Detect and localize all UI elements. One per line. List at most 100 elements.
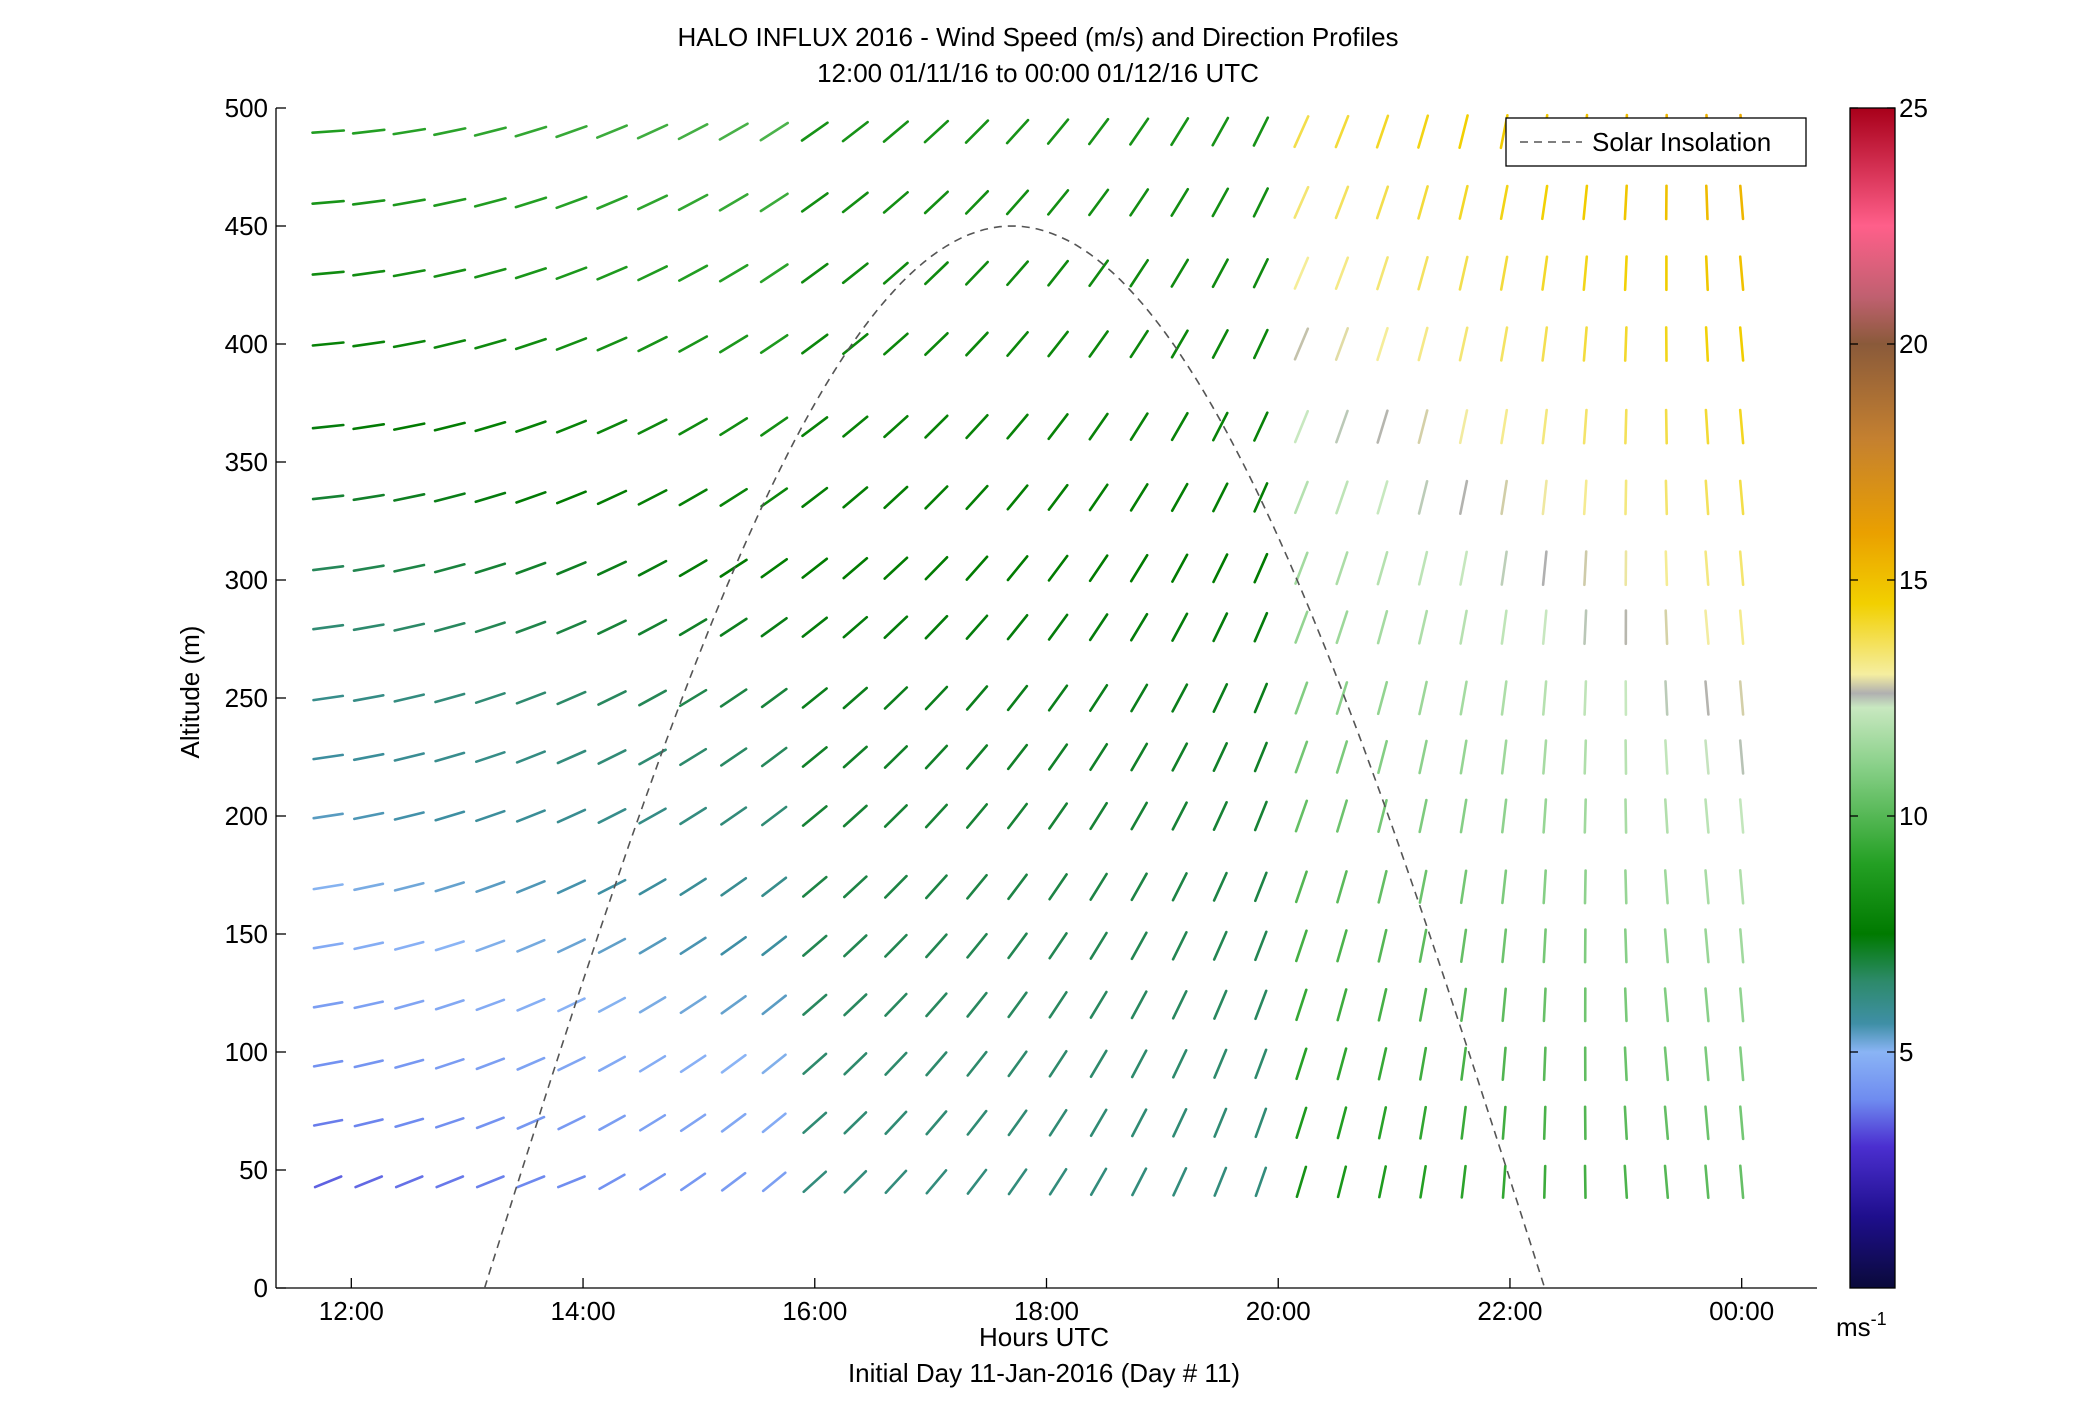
wind-barb xyxy=(1006,802,1028,830)
wind-barb xyxy=(392,269,426,278)
wind-barb xyxy=(1129,553,1149,583)
wind-barb xyxy=(1334,114,1350,149)
wind-barb xyxy=(761,994,788,1016)
wind-barb xyxy=(1170,258,1189,288)
wind-barb xyxy=(883,615,909,640)
wind-barb xyxy=(923,261,949,286)
wind-barb xyxy=(964,190,990,215)
wind-barb xyxy=(514,196,548,209)
wind-barb xyxy=(1501,1105,1507,1140)
wind-barb xyxy=(1007,932,1028,960)
wind-barb xyxy=(719,417,749,437)
wind-barb xyxy=(393,881,425,892)
wind-barb xyxy=(516,997,546,1012)
wind-barb xyxy=(1541,184,1549,221)
wind-barb xyxy=(1376,550,1389,586)
wind-barb xyxy=(353,882,385,892)
wind-barb xyxy=(1583,1164,1587,1199)
wind-barb xyxy=(433,268,467,278)
wind-barb xyxy=(1583,869,1587,905)
wind-barb xyxy=(884,1110,908,1135)
wind-barb xyxy=(1252,116,1270,147)
wind-barb xyxy=(474,267,507,279)
wind-barb xyxy=(1583,609,1588,646)
wind-barb xyxy=(1088,613,1109,642)
wind-barb xyxy=(474,420,507,433)
wind-barb xyxy=(1336,1165,1348,1199)
wind-barb xyxy=(638,807,667,825)
wind-barb xyxy=(1171,553,1189,583)
y-tick-label: 250 xyxy=(225,683,268,713)
wind-barb xyxy=(1254,930,1268,962)
x-tick-label: 14:00 xyxy=(551,1296,616,1326)
wind-barb xyxy=(598,1173,626,1191)
wind-barb xyxy=(842,415,869,438)
y-tick-label: 100 xyxy=(225,1037,268,1067)
wind-barb xyxy=(1089,742,1109,772)
wind-barb xyxy=(557,1115,586,1131)
wind-barb xyxy=(1704,928,1710,964)
wind-barb xyxy=(924,485,949,510)
wind-barb xyxy=(1623,987,1628,1023)
wind-barb xyxy=(1088,188,1110,217)
wind-barb xyxy=(1171,989,1188,1020)
wind-barb xyxy=(1295,1106,1308,1139)
wind-barb xyxy=(351,199,386,206)
wind-barb xyxy=(718,263,749,283)
wind-barb xyxy=(556,561,587,576)
wind-barb xyxy=(394,1117,425,1128)
wind-barb xyxy=(800,192,829,213)
wind-barb xyxy=(1418,609,1429,645)
wind-barb xyxy=(597,878,627,895)
wind-barb xyxy=(556,938,587,954)
wind-barb xyxy=(434,1058,465,1070)
wind-barb xyxy=(1500,739,1508,775)
wind-barb xyxy=(636,194,669,211)
wind-barb xyxy=(557,997,586,1013)
y-tick-label: 450 xyxy=(225,211,268,241)
wind-barb xyxy=(311,564,345,572)
wind-barb xyxy=(475,939,506,953)
wind-barb xyxy=(1376,256,1389,291)
wind-barb xyxy=(964,260,990,286)
wind-barb xyxy=(598,1114,626,1131)
wind-barb xyxy=(924,414,949,439)
wind-barb xyxy=(312,1059,344,1068)
wind-barb xyxy=(842,745,868,769)
wind-barb xyxy=(514,267,548,280)
wind-barb xyxy=(1171,801,1188,831)
wind-barb xyxy=(883,556,909,580)
wind-barb xyxy=(678,417,708,436)
wind-barb xyxy=(965,484,989,511)
wind-barb xyxy=(475,1116,505,1130)
x-tick-label: 18:00 xyxy=(1014,1296,1079,1326)
wind-barb xyxy=(1254,989,1268,1021)
wind-barb xyxy=(1541,479,1548,516)
wind-barb xyxy=(760,687,788,709)
wind-barb xyxy=(1542,1046,1547,1082)
wind-barb xyxy=(352,693,385,703)
wind-barb xyxy=(393,811,425,821)
wind-barb xyxy=(679,1172,707,1192)
wind-barb xyxy=(1048,873,1068,901)
wind-barb xyxy=(637,489,668,506)
wind-barb xyxy=(393,940,425,951)
wind-barb xyxy=(638,689,668,707)
wind-barb xyxy=(353,1000,385,1010)
wind-barb xyxy=(1293,409,1309,444)
wind-barb xyxy=(434,940,465,952)
wind-barb xyxy=(1500,479,1508,516)
colorbar-ticks: 5 10 15 20 25 xyxy=(1850,93,1928,1067)
wind-barb xyxy=(1254,1107,1268,1139)
wind-barb xyxy=(434,751,466,763)
wind-barb xyxy=(1046,118,1070,145)
wind-barb xyxy=(1172,1049,1188,1079)
wind-barb xyxy=(1663,987,1670,1023)
wind-barb xyxy=(1501,987,1507,1023)
wind-barb xyxy=(801,416,829,438)
wind-barb xyxy=(597,619,627,636)
wind-barb xyxy=(1704,1164,1710,1200)
wind-barb xyxy=(1739,184,1745,221)
wind-barb xyxy=(475,809,506,823)
